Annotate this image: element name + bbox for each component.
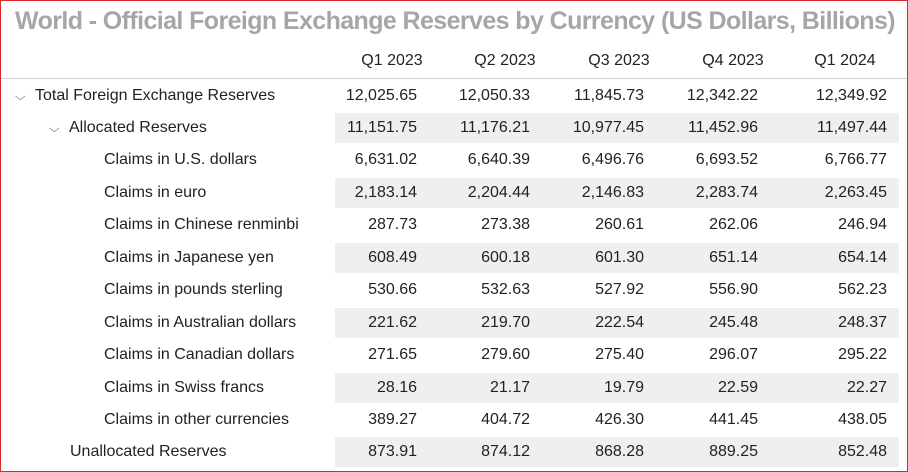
table-cell: 600.18 xyxy=(481,249,530,266)
table-cell: 11,497.44 xyxy=(817,119,887,136)
table-cell: 12,025.65 xyxy=(345,87,417,104)
table-cell: 260.61 xyxy=(595,216,644,233)
table-cell: 562.23 xyxy=(838,281,887,298)
table-row: Claims in Chinese renminbi 287.73 273.38… xyxy=(1,209,907,241)
table-cell: 295.22 xyxy=(838,346,887,363)
row-label: Claims in euro xyxy=(104,184,207,201)
row-label: Claims in pounds sterling xyxy=(104,281,283,298)
table-cell: 601.30 xyxy=(595,249,644,266)
column-header-row: Q1 2023 Q2 2023 Q3 2023 Q4 2023 Q1 2024 xyxy=(1,48,907,79)
table-cell: 245.48 xyxy=(709,314,758,331)
table-cell: 6,640.39 xyxy=(467,151,530,168)
table-row-allocated: ⌵ Allocated Reserves 11,151.75 11,176.21 … xyxy=(1,112,907,144)
table-cell: 271.65 xyxy=(368,346,417,363)
table-cell: 6,496.76 xyxy=(581,151,644,168)
table-cell: 21.17 xyxy=(489,379,530,396)
table-cell: 11,845.73 xyxy=(574,87,644,104)
row-label[interactable]: ⌵ Total Foreign Exchange Reserves xyxy=(14,80,276,112)
column-header: Q3 2023 xyxy=(588,52,650,69)
table-row: Claims in Australian dollars 221.62 219.… xyxy=(1,307,907,339)
table-cell: 296.07 xyxy=(709,346,758,363)
table-cell: 275.40 xyxy=(595,346,644,363)
table-cell: 219.70 xyxy=(481,314,530,331)
row-label: Claims in U.S. dollars xyxy=(104,151,257,168)
table-cell: 279.60 xyxy=(481,346,530,363)
table-cell: 10,977.45 xyxy=(572,119,644,136)
table-cell: 222.54 xyxy=(595,314,644,331)
table-cell: 287.73 xyxy=(368,216,417,233)
table-cell: 868.28 xyxy=(595,443,644,460)
row-label: Claims in Canadian dollars xyxy=(104,346,295,363)
row-label: Unallocated Reserves xyxy=(70,443,227,460)
table-cell: 6,631.02 xyxy=(354,151,417,168)
row-label[interactable]: ⌵ Allocated Reserves xyxy=(48,112,207,144)
table-row: Claims in U.S. dollars 6,631.02 6,640.39… xyxy=(1,144,907,176)
report-title: World - Official Foreign Exchange Reserv… xyxy=(15,7,896,35)
table-row-unallocated: Unallocated Reserves 873.91 874.12 868.2… xyxy=(1,436,907,468)
table-row: Claims in euro 2,183.14 2,204.44 2,146.8… xyxy=(1,177,907,209)
column-header: Q1 2024 xyxy=(814,52,876,69)
table-row-total: ⌵ Total Foreign Exchange Reserves 12,025.… xyxy=(1,80,907,112)
table-cell: 12,342.22 xyxy=(686,87,758,104)
table-cell: 6,693.52 xyxy=(695,151,758,168)
table-cell: 2,283.74 xyxy=(695,184,758,201)
table-row: Claims in pounds sterling 530.66 532.63 … xyxy=(1,274,907,306)
table-cell: 556.90 xyxy=(709,281,758,298)
table-cell: 262.06 xyxy=(709,216,758,233)
table-cell: 441.45 xyxy=(709,411,758,428)
column-header: Q2 2023 xyxy=(474,52,536,69)
table-cell: 273.38 xyxy=(481,216,530,233)
table-cell: 2,146.83 xyxy=(581,184,644,201)
row-label: Claims in Chinese renminbi xyxy=(104,216,299,233)
table-cell: 527.92 xyxy=(595,281,644,298)
column-header: Q4 2023 xyxy=(702,52,764,69)
row-label: Claims in other currencies xyxy=(104,411,289,428)
table-cell: 11,176.21 xyxy=(460,119,530,136)
table-cell: 874.12 xyxy=(481,443,530,460)
table-row: Claims in Japanese yen 608.49 600.18 601… xyxy=(1,242,907,274)
table-cell: 426.30 xyxy=(595,411,644,428)
table-cell: 651.14 xyxy=(709,249,758,266)
table-cell: 6,766.77 xyxy=(824,151,887,168)
row-label-text: Allocated Reserves xyxy=(69,119,207,136)
table-cell: 248.37 xyxy=(838,314,887,331)
row-label-text: Total Foreign Exchange Reserves xyxy=(35,87,276,104)
table-cell: 19.79 xyxy=(603,379,644,396)
table-cell: 246.94 xyxy=(838,216,887,233)
table-cell: 873.91 xyxy=(368,443,417,460)
table-row: Claims in Swiss francs 28.16 21.17 19.79… xyxy=(1,372,907,404)
table-cell: 11,452.96 xyxy=(688,119,758,136)
table-cell: 889.25 xyxy=(709,443,758,460)
table-cell: 608.49 xyxy=(368,249,417,266)
table-cell: 11,151.75 xyxy=(347,119,417,136)
chevron-down-icon[interactable]: ⌵ xyxy=(14,91,26,103)
column-header: Q1 2023 xyxy=(361,52,423,69)
table-cell: 389.27 xyxy=(368,411,417,428)
table-cell: 438.05 xyxy=(838,411,887,428)
row-label: Claims in Australian dollars xyxy=(104,314,297,331)
table-cell: 532.63 xyxy=(481,281,530,298)
table-row: Claims in other currencies 389.27 404.72… xyxy=(1,404,907,436)
row-label: Claims in Japanese yen xyxy=(104,249,274,266)
table-cell: 654.14 xyxy=(838,249,887,266)
row-label: Claims in Swiss francs xyxy=(104,379,265,396)
table-cell: 852.48 xyxy=(838,443,887,460)
table-cell: 2,183.14 xyxy=(354,184,417,201)
table-cell: 404.72 xyxy=(481,411,530,428)
table-row: Claims in Canadian dollars 271.65 279.60… xyxy=(1,339,907,371)
table-cell: 2,263.45 xyxy=(824,184,887,201)
table-cell: 12,050.33 xyxy=(458,87,530,104)
table-cell: 28.16 xyxy=(376,379,417,396)
table-cell: 22.27 xyxy=(846,379,887,396)
table-cell: 12,349.92 xyxy=(815,87,887,104)
chevron-down-icon[interactable]: ⌵ xyxy=(48,123,60,135)
table-cell: 22.59 xyxy=(717,379,758,396)
table-cell: 530.66 xyxy=(368,281,417,298)
table-cell: 221.62 xyxy=(368,314,417,331)
table-cell: 2,204.44 xyxy=(467,184,530,201)
